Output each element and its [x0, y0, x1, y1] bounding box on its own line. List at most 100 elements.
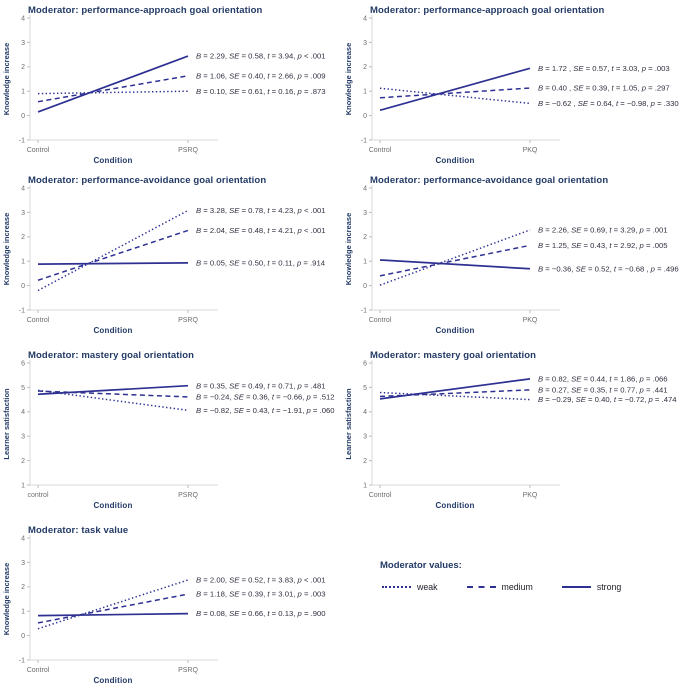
svg-text:4: 4 [21, 409, 25, 416]
svg-text:Knowledge increase: Knowledge increase [344, 213, 353, 286]
svg-text:B = 2.26, SE = 0.69, t = 3.29,: B = 2.26, SE = 0.69, t = 3.29, p = .001 [538, 226, 668, 235]
svg-text:Learner satisfaction: Learner satisfaction [344, 388, 353, 460]
svg-text:0: 0 [363, 113, 367, 120]
chart-panel-performance-avoidance-psrq: Moderator: performance-avoidance goal or… [0, 170, 342, 345]
svg-text:0: 0 [363, 283, 367, 290]
svg-text:Knowledge increase: Knowledge increase [2, 43, 11, 116]
svg-text:Condition: Condition [435, 501, 474, 510]
svg-text:2: 2 [21, 584, 25, 591]
svg-text:6: 6 [363, 360, 367, 367]
svg-text:PSRQ: PSRQ [178, 492, 198, 499]
svg-text:B = 1.72 , SE = 0.57, t = 3.03: B = 1.72 , SE = 0.57, t = 3.03, p = .003 [538, 64, 670, 73]
svg-text:B = 2.29, SE = 0.58, t = 3.94,: B = 2.29, SE = 0.58, t = 3.94, p < .001 [196, 52, 326, 61]
svg-text:4: 4 [363, 15, 367, 22]
svg-text:PKQ: PKQ [523, 147, 538, 154]
svg-text:4: 4 [363, 185, 367, 192]
chart-panel-mastery-pkq: Moderator: mastery goal orientation 6 5 4 3… [342, 345, 685, 520]
svg-text:Control: Control [27, 667, 50, 674]
svg-text:3: 3 [21, 560, 25, 567]
svg-text:B = −0.29, SE = 0.40, t = −0.7: B = −0.29, SE = 0.40, t = −0.72, p = .47… [538, 395, 677, 404]
svg-text:1: 1 [363, 259, 367, 266]
legend-row: weak medium strong [382, 582, 641, 592]
legend-title: Moderator values: [380, 560, 462, 571]
svg-text:B = 2.00, SE = 0.52, t = 3.83,: B = 2.00, SE = 0.52, t = 3.83, p < .001 [196, 576, 326, 585]
svg-text:3: 3 [21, 434, 25, 441]
svg-text:2: 2 [21, 64, 25, 71]
svg-text:4: 4 [21, 15, 25, 22]
svg-text:PKQ: PKQ [523, 317, 538, 324]
svg-text:0: 0 [21, 283, 25, 290]
svg-text:3: 3 [21, 210, 25, 217]
legend-label: medium [501, 582, 533, 592]
svg-text:PSRQ: PSRQ [178, 667, 198, 674]
svg-text:-1: -1 [361, 137, 367, 144]
svg-text:B = 3.28, SE = 0.78, t = 4.23,: B = 3.28, SE = 0.78, t = 4.23, p < .001 [196, 206, 326, 215]
svg-text:-1: -1 [19, 307, 25, 314]
svg-text:5: 5 [363, 385, 367, 392]
svg-text:PSRQ: PSRQ [178, 317, 198, 324]
svg-text:6: 6 [21, 360, 25, 367]
svg-text:3: 3 [21, 40, 25, 47]
svg-text:2: 2 [363, 234, 367, 241]
svg-text:B = −0.24, SE = 0.36, t = −0.6: B = −0.24, SE = 0.36, t = −0.66, p = .51… [196, 393, 335, 402]
svg-text:Control: Control [27, 147, 50, 154]
svg-text:B = 0.82, SE = 0.44, t = 1.86,: B = 0.82, SE = 0.44, t = 1.86, p = .066 [538, 374, 668, 383]
legend-item-strong: strong [561, 582, 622, 592]
svg-text:3: 3 [363, 434, 367, 441]
svg-text:-1: -1 [19, 657, 25, 664]
panel-title: Moderator: performance-avoidance goal or… [370, 175, 609, 186]
svg-text:B = 0.27, SE = 0.35, t = 0.77,: B = 0.27, SE = 0.35, t = 0.77, p = .441 [538, 385, 668, 394]
svg-text:B = 0.40 , SE = 0.39, t = 1.05: B = 0.40 , SE = 0.39, t = 1.05, p = .297 [538, 84, 670, 93]
svg-text:4: 4 [363, 409, 367, 416]
svg-text:Condition: Condition [435, 326, 474, 335]
svg-text:1: 1 [363, 89, 367, 96]
panel-title: Moderator: performance-approach goal ori… [28, 5, 263, 16]
svg-text:2: 2 [363, 458, 367, 465]
svg-text:B = 0.05, SE = 0.50, t = 0.11,: B = 0.05, SE = 0.50, t = 0.11, p = .914 [196, 259, 326, 268]
svg-text:Condition: Condition [93, 676, 132, 685]
svg-text:B = 0.35, SE = 0.49, t = 0.71,: B = 0.35, SE = 0.49, t = 0.71, p = .481 [196, 381, 326, 390]
svg-text:0: 0 [21, 113, 25, 120]
svg-text:B = 1.06, SE = 0.40, t = 2.66,: B = 1.06, SE = 0.40, t = 2.66, p = .009 [196, 71, 326, 80]
svg-text:Condition: Condition [93, 501, 132, 510]
svg-text:Control: Control [27, 317, 50, 324]
svg-text:Knowledge increase: Knowledge increase [2, 563, 11, 636]
svg-text:control: control [27, 492, 48, 499]
svg-text:2: 2 [21, 234, 25, 241]
svg-text:Control: Control [369, 147, 392, 154]
chart-panel-performance-approach-psrq: Moderator: performance-approach goal ori… [0, 0, 342, 170]
svg-text:Condition: Condition [435, 156, 474, 165]
panel-title: Moderator: mastery goal orientation [370, 350, 537, 361]
panel-title: Moderator: mastery goal orientation [28, 350, 195, 361]
strong-solid-line-swatch [561, 586, 591, 588]
svg-text:Condition: Condition [93, 156, 132, 165]
legend-panel: Moderator values: weak medium strong [342, 520, 685, 690]
svg-text:-1: -1 [19, 137, 25, 144]
chart-panel-task-value-psrq: Moderator: task value 4 3 2 1 0 -1 Control PSRQ… [0, 520, 342, 690]
svg-text:B = 0.08, SE = 0.66, t = 0.13,: B = 0.08, SE = 0.66, t = 0.13, p = .900 [196, 609, 326, 618]
medium-dashed-line-swatch [466, 586, 496, 588]
legend-label: strong [596, 582, 622, 592]
chart-panel-performance-approach-pkq: Moderator: performance-approach goal ori… [342, 0, 685, 170]
svg-text:Learner satisfaction: Learner satisfaction [2, 388, 11, 460]
svg-text:B = 2.04, SE = 0.48, t = 4.21,: B = 2.04, SE = 0.48, t = 4.21, p < .001 [196, 226, 326, 235]
svg-text:B = −0.82, SE = 0.43, t = −1.9: B = −0.82, SE = 0.43, t = −1.91, p = .06… [196, 406, 335, 415]
svg-text:B = −0.62 , SE = 0.64, t = −0.: B = −0.62 , SE = 0.64, t = −0.98, p = .3… [538, 99, 679, 108]
panel-title: Moderator: performance-approach goal ori… [370, 5, 605, 16]
svg-text:2: 2 [363, 64, 367, 71]
svg-text:Knowledge increase: Knowledge increase [2, 213, 11, 286]
panel-title: Moderator: performance-avoidance goal or… [28, 175, 267, 186]
svg-text:5: 5 [21, 385, 25, 392]
svg-text:2: 2 [21, 458, 25, 465]
svg-text:1: 1 [21, 609, 25, 616]
svg-text:B = 0.10, SE = 0.61, t = 0.16,: B = 0.10, SE = 0.61, t = 0.16, p = .873 [196, 87, 326, 96]
svg-text:1: 1 [363, 482, 367, 489]
panel-title: Moderator: task value [28, 525, 129, 536]
chart-panel-mastery-psrq: Moderator: mastery goal orientation 6 5 4 3… [0, 345, 342, 520]
